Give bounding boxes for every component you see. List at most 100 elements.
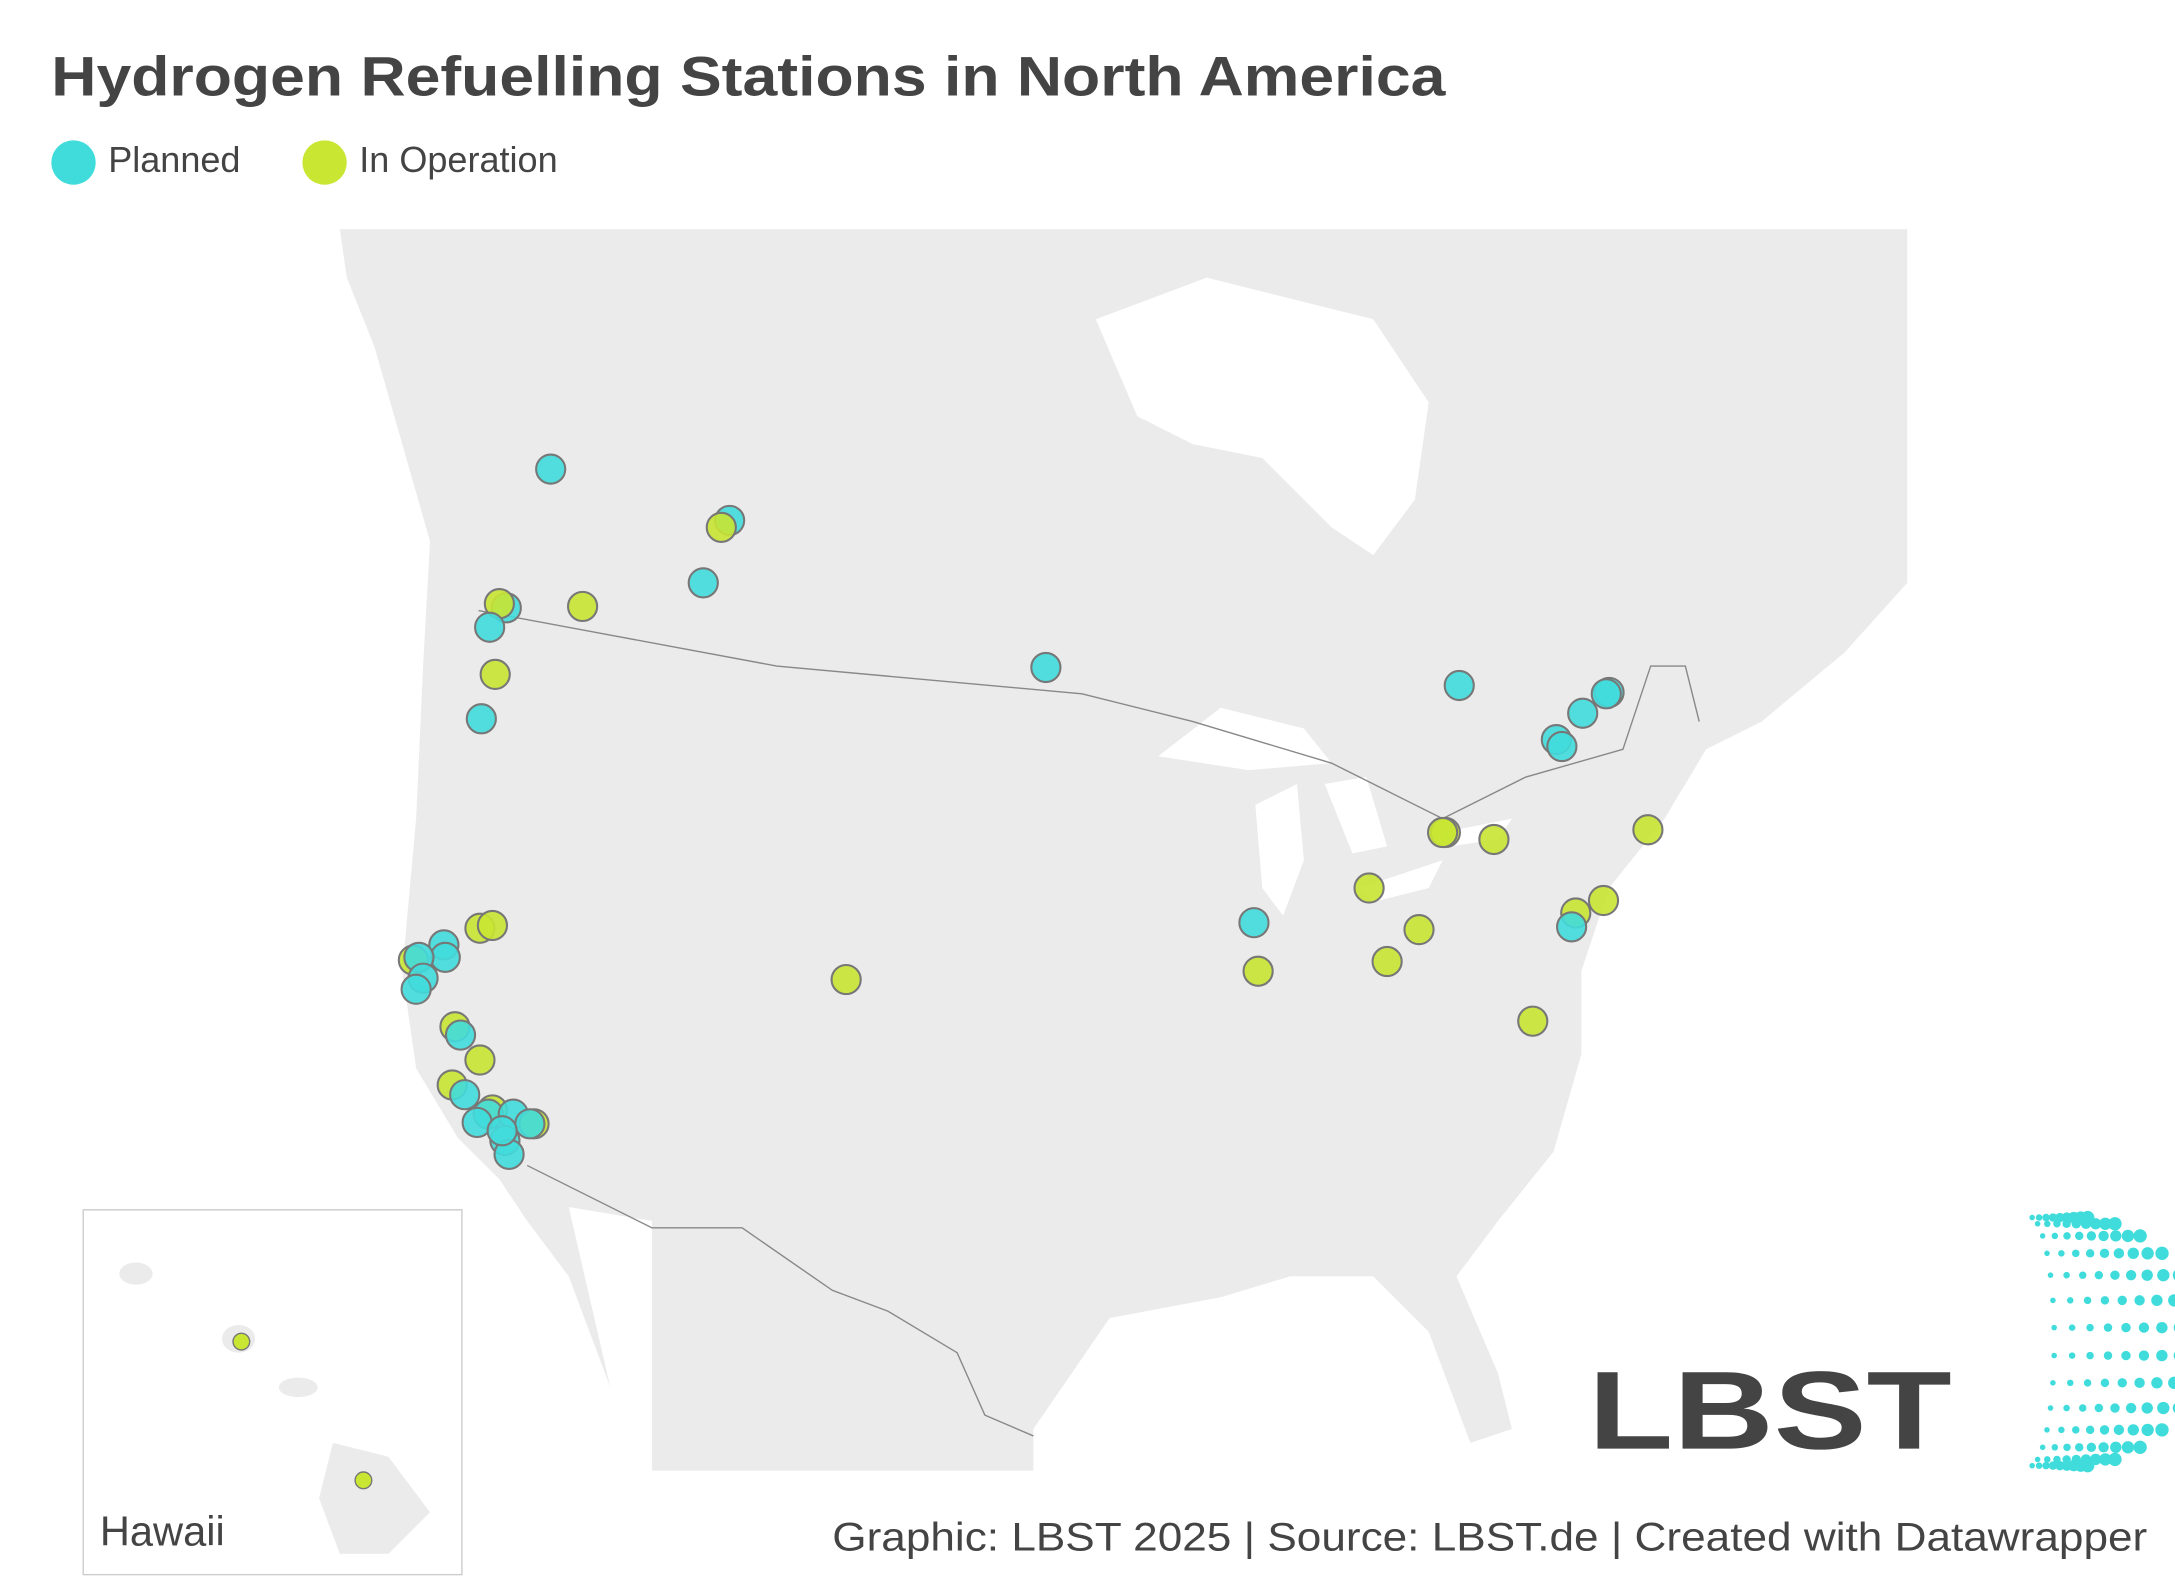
logo-dot: [2035, 1462, 2043, 1469]
legend-swatch: [51, 140, 96, 185]
station: [1587, 884, 1620, 917]
logo-dot: [2133, 1229, 2147, 1243]
hawaii-inset: Hawaii: [82, 1209, 463, 1576]
logo-dot: [2110, 1403, 2120, 1413]
hudson-bay: [1095, 277, 1429, 556]
logo-dot: [2098, 1230, 2109, 1242]
logo-dot: [2085, 1425, 2095, 1435]
island: [278, 1377, 318, 1398]
logo-dot: [2042, 1461, 2050, 1470]
logo-dot: [2044, 1250, 2050, 1257]
logo-dot: [2072, 1426, 2080, 1434]
logo-dot: [2110, 1230, 2122, 1242]
logo-dot: [2029, 1214, 2035, 1221]
logo-dot: [2063, 1232, 2071, 1240]
logo-dot: [2051, 1352, 2057, 1359]
station: [479, 658, 511, 691]
logo-dot: [2099, 1453, 2112, 1466]
logo-dot: [2086, 1442, 2097, 1453]
logo-dot: [2134, 1295, 2145, 1306]
logo-dot: [2172, 1270, 2175, 1281]
logo-dot: [2138, 1350, 2150, 1361]
station: [1030, 651, 1062, 684]
lake: [1158, 707, 1332, 771]
map: [339, 229, 1908, 1471]
inset-label: Hawaii: [100, 1507, 225, 1554]
logo-dot: [2058, 1426, 2065, 1434]
logo-dot: [2138, 1322, 2150, 1333]
station: [705, 511, 737, 543]
logo-dot: [2168, 1376, 2175, 1390]
logo-dot: [2083, 1379, 2092, 1387]
logo-dot: [2127, 1247, 2139, 1260]
logo-dot: [2072, 1249, 2080, 1258]
logo-dot: [2058, 1250, 2065, 1257]
logo-dot: [2113, 1424, 2125, 1436]
legend-label: Planned: [108, 139, 240, 180]
logo-dot: [2081, 1459, 2095, 1473]
island: [319, 1442, 431, 1554]
logo-dot: [2086, 1351, 2094, 1360]
logo-dot: [2047, 1405, 2054, 1411]
logo-dot: [2141, 1402, 2153, 1414]
logo-dot: [2121, 1229, 2135, 1243]
logo-dot: [2051, 1444, 2059, 1451]
logo-dot: [2099, 1248, 2110, 1259]
island: [119, 1262, 153, 1285]
station: [1242, 955, 1274, 987]
logo-dot: [2063, 1271, 2070, 1279]
station: [232, 1332, 251, 1351]
logo-dot: [2134, 1377, 2145, 1389]
station: [464, 1044, 496, 1076]
logo-dot: [2094, 1403, 2104, 1413]
station: [354, 1471, 373, 1490]
footer: Graphic: LBST 2025 | Source: LBST.de | C…: [832, 1515, 2147, 1560]
station: [1426, 816, 1459, 849]
station: [1555, 911, 1588, 943]
logo-dot: [2034, 1220, 2041, 1227]
logo-dot: [2141, 1247, 2154, 1260]
logo-dot: [2074, 1231, 2084, 1241]
logo-dot: [2110, 1441, 2122, 1453]
lake: [1255, 783, 1304, 916]
logo-dot: [2141, 1269, 2153, 1281]
logo-dot: [2100, 1378, 2110, 1388]
logo-dot: [2039, 1444, 2046, 1451]
logo-dot: [2110, 1270, 2120, 1280]
station: [1353, 872, 1385, 904]
logo-dot: [2039, 1233, 2046, 1239]
station: [1632, 814, 1664, 846]
logo-dot: [2068, 1324, 2076, 1331]
logo-dot: [2108, 1452, 2122, 1467]
logo-dot: [2151, 1377, 2163, 1389]
legend-label: In Operation: [359, 139, 557, 180]
station: [474, 611, 506, 643]
logo-dot: [2099, 1425, 2110, 1435]
station: [830, 963, 862, 996]
logo-dot: [2050, 1380, 2056, 1386]
logo-dot: [2078, 1404, 2087, 1412]
logo-dot: [2078, 1271, 2087, 1279]
logo-dot: [2083, 1296, 2092, 1305]
station: [449, 1079, 481, 1111]
logo-dot: [2117, 1378, 2127, 1388]
logo-dot: [2172, 1403, 2175, 1413]
logo-dot: [2048, 1213, 2058, 1222]
station: [687, 567, 719, 599]
logo-dot: [2099, 1217, 2112, 1230]
logo-dot: [2117, 1295, 2127, 1306]
land: [339, 229, 1908, 1471]
lake: [1324, 777, 1388, 854]
logo-text: LBST: [1588, 1349, 1951, 1473]
logo-dot: [2133, 1440, 2147, 1454]
logo-dot: [2157, 1269, 2170, 1282]
logo-dot: [2066, 1379, 2074, 1387]
station: [535, 453, 567, 485]
logo-dot: [2094, 1270, 2104, 1280]
stations: [232, 453, 1664, 1490]
station: [444, 1019, 477, 1051]
station: [566, 590, 599, 623]
logo-dot: [2051, 1232, 2059, 1240]
station: [429, 941, 461, 973]
